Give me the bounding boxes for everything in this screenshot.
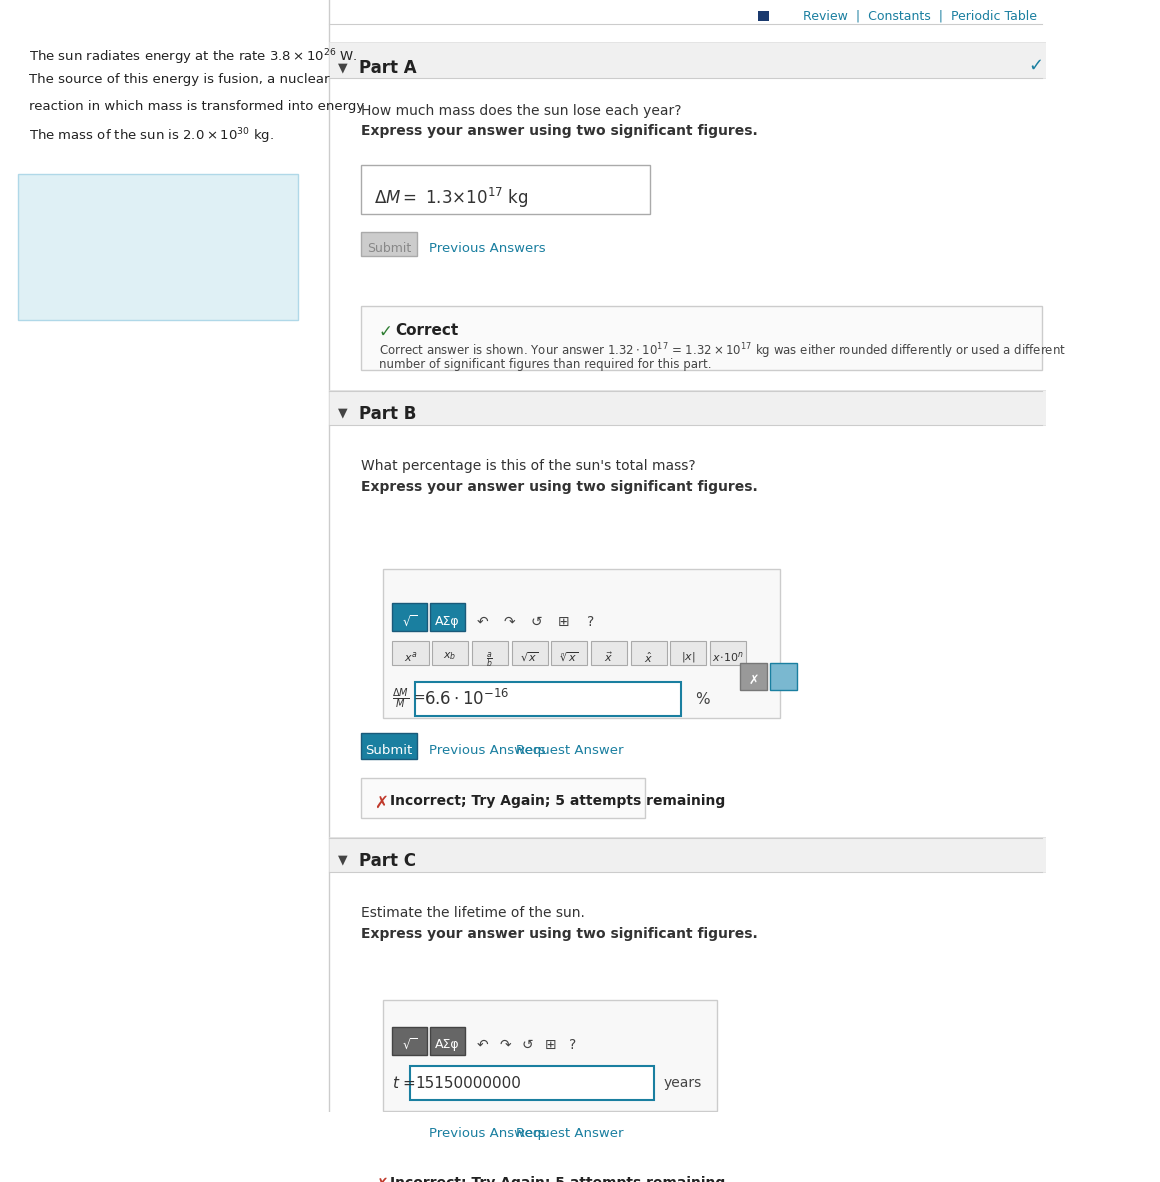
Bar <box>757 12 769 21</box>
Bar <box>430 603 465 631</box>
Bar <box>710 641 746 665</box>
Text: ▼: ▼ <box>339 61 348 74</box>
Text: ⊞: ⊞ <box>558 615 570 629</box>
Text: Correct answer is shown. Your answer $1.32 \cdot 10^{17}$ = $1.32 \times 10^{17}: Correct answer is shown. Your answer $1.… <box>379 342 1066 362</box>
Text: ✗: ✗ <box>748 674 759 687</box>
Text: ⊞: ⊞ <box>544 1038 556 1052</box>
Text: $\Delta M = $ 1.3×10$^{17}$ kg: $\Delta M = $ 1.3×10$^{17}$ kg <box>375 186 529 209</box>
Text: ↺: ↺ <box>531 615 543 629</box>
Text: ↷: ↷ <box>500 1038 512 1052</box>
Text: ▼: ▼ <box>339 853 348 866</box>
Text: reaction in which mass is transformed into energy.: reaction in which mass is transformed in… <box>29 99 367 112</box>
Text: $x\!\cdot\!10^n$: $x\!\cdot\!10^n$ <box>712 650 744 664</box>
Text: Part A: Part A <box>360 59 416 77</box>
Text: number of significant figures than required for this part.: number of significant figures than requi… <box>379 358 711 371</box>
Text: $\vec{x}$: $\vec{x}$ <box>604 650 614 664</box>
Text: $\sqrt{\,}$: $\sqrt{\,}$ <box>403 1038 418 1053</box>
Text: ↺: ↺ <box>522 1038 534 1052</box>
Bar <box>384 570 781 719</box>
Text: AΣφ: AΣφ <box>435 615 459 628</box>
Text: How much mass does the sun lose each year?: How much mass does the sun lose each yea… <box>361 104 681 117</box>
Bar <box>430 1027 465 1056</box>
Text: ↷: ↷ <box>503 615 515 629</box>
Text: Submit: Submit <box>365 1126 413 1139</box>
Bar <box>361 778 645 818</box>
Text: Express your answer using two significant figures.: Express your answer using two significan… <box>361 480 757 494</box>
Bar <box>384 1000 717 1111</box>
Text: Submit: Submit <box>367 242 411 255</box>
Bar <box>19 174 298 320</box>
Text: ✗: ✗ <box>375 793 389 811</box>
Text: $|x|$: $|x|$ <box>681 650 696 664</box>
Text: Previous Answers: Previous Answers <box>428 745 545 758</box>
Text: Express your answer using two significant figures.: Express your answer using two significan… <box>361 927 757 941</box>
Bar <box>329 837 1046 872</box>
Text: $t$ =: $t$ = <box>392 1076 416 1091</box>
Text: Review  |  Constants  |  Periodic Table: Review | Constants | Periodic Table <box>804 9 1037 22</box>
Text: Express your answer using two significant figures.: Express your answer using two significan… <box>361 124 757 138</box>
Text: ↶: ↶ <box>477 1038 488 1052</box>
Text: ↶: ↶ <box>477 615 488 629</box>
Text: $\hat{x}$: $\hat{x}$ <box>644 650 653 664</box>
Text: ✗: ✗ <box>375 1175 389 1182</box>
Text: ?: ? <box>570 1038 577 1052</box>
Text: Part C: Part C <box>360 852 416 870</box>
Bar <box>361 1161 645 1182</box>
Bar <box>361 733 416 760</box>
Text: $x^a$: $x^a$ <box>404 650 418 664</box>
Text: $\frac{\Delta M}{M}$ =: $\frac{\Delta M}{M}$ = <box>392 687 426 712</box>
Bar <box>770 663 797 690</box>
Text: Incorrect; Try Again; 5 attempts remaining: Incorrect; Try Again; 5 attempts remaini… <box>390 1176 725 1182</box>
Text: Incorrect; Try Again; 5 attempts remaining: Incorrect; Try Again; 5 attempts remaini… <box>390 794 725 808</box>
Bar <box>551 641 587 665</box>
Bar <box>361 306 1042 370</box>
Bar <box>392 603 427 631</box>
Text: $\sqrt{\,}$: $\sqrt{\,}$ <box>403 615 418 630</box>
Bar <box>631 641 667 665</box>
Text: Previous Answers: Previous Answers <box>428 242 545 255</box>
Text: years: years <box>664 1077 702 1090</box>
Text: The source of this energy is fusion, a nuclear: The source of this energy is fusion, a n… <box>29 73 329 86</box>
Text: Request Answer: Request Answer <box>516 745 624 758</box>
Bar <box>361 232 416 256</box>
Bar <box>433 641 469 665</box>
Text: $x_b$: $x_b$ <box>443 650 457 662</box>
Bar <box>329 43 1046 78</box>
Text: The sun radiates energy at the rate $3.8 \times 10^{26}$ W.: The sun radiates energy at the rate $3.8… <box>29 47 357 66</box>
Bar <box>361 1116 416 1142</box>
Bar <box>415 682 681 716</box>
Bar <box>360 1113 419 1143</box>
Text: AΣφ: AΣφ <box>435 1038 459 1051</box>
Bar <box>472 641 508 665</box>
Bar <box>512 641 548 665</box>
Text: Submit: Submit <box>365 745 413 758</box>
Text: ✓: ✓ <box>1029 57 1044 74</box>
Bar <box>361 164 650 214</box>
Text: Part B: Part B <box>360 404 416 423</box>
Bar <box>392 1027 427 1056</box>
Text: The mass of the sun is $2.0 \times 10^{30}$ kg.: The mass of the sun is $2.0 \times 10^{3… <box>29 126 274 145</box>
Bar <box>392 641 428 665</box>
Text: $\sqrt[n]{x}$: $\sqrt[n]{x}$ <box>560 650 579 663</box>
Text: Correct: Correct <box>396 323 458 338</box>
Bar <box>670 641 706 665</box>
Text: Previous Answers: Previous Answers <box>428 1126 545 1139</box>
Text: $\sqrt{x}$: $\sqrt{x}$ <box>521 650 538 663</box>
Bar <box>590 641 628 665</box>
Text: ▼: ▼ <box>339 407 348 420</box>
Text: ?: ? <box>587 615 595 629</box>
Bar <box>329 390 1046 426</box>
Text: Request Answer: Request Answer <box>516 1126 624 1139</box>
Text: 15150000000: 15150000000 <box>415 1076 521 1091</box>
Text: %: % <box>695 691 709 707</box>
Bar <box>740 663 767 690</box>
Bar <box>411 1066 654 1100</box>
Text: $\frac{a}{b}$: $\frac{a}{b}$ <box>486 650 493 669</box>
Text: $6.6 \cdot 10^{-16}$: $6.6 \cdot 10^{-16}$ <box>425 689 509 709</box>
Text: Estimate the lifetime of the sun.: Estimate the lifetime of the sun. <box>361 907 585 921</box>
Text: ✓: ✓ <box>379 323 393 340</box>
Text: What percentage is this of the sun's total mass?: What percentage is this of the sun's tot… <box>361 460 696 473</box>
